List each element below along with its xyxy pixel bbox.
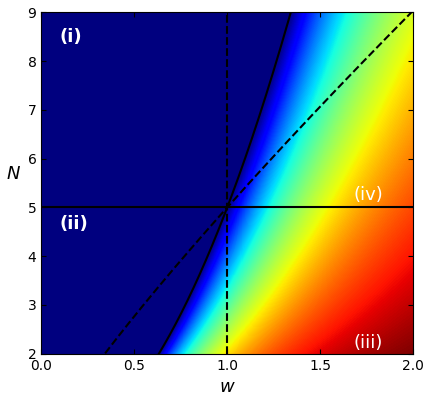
X-axis label: w: w: [219, 378, 234, 396]
Text: (ii): (ii): [60, 215, 89, 233]
Text: (iii): (iii): [353, 334, 382, 352]
Y-axis label: N: N: [7, 165, 20, 183]
Text: (i): (i): [60, 28, 82, 46]
Text: (iv): (iv): [353, 186, 383, 204]
